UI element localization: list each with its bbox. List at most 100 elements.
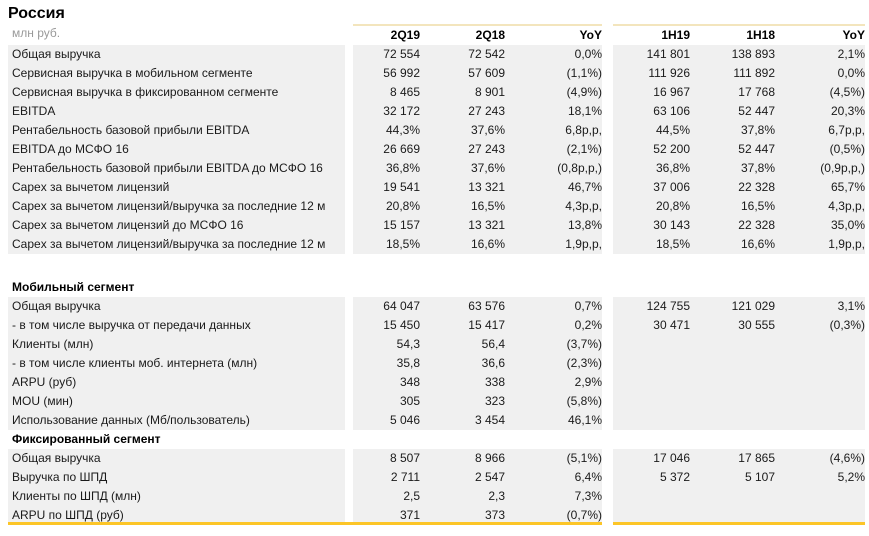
column-header-2q19: 2Q19 — [353, 24, 420, 45]
column-header-2q18: 2Q18 — [420, 24, 505, 45]
cell-value — [353, 430, 420, 449]
cell-value — [420, 278, 505, 297]
cell-value: 16 967 — [613, 83, 690, 102]
group-divider — [602, 430, 613, 449]
cell-value: (2,1%) — [505, 140, 602, 159]
cell-value: 36,8% — [613, 159, 690, 178]
cell-value — [775, 354, 865, 373]
cell-value: 111 892 — [690, 64, 775, 83]
table-header-row: млн руб. 2Q19 2Q18 YoY 1H19 1H18 YoY — [0, 24, 869, 45]
row-label: Capex за вычетом лицензий до МСФО 16 — [8, 216, 345, 235]
row-label: Общая выручка — [8, 449, 345, 468]
cell-value — [613, 278, 690, 297]
left-margin — [0, 373, 8, 392]
cell-value: 37,8% — [690, 159, 775, 178]
column-divider — [345, 64, 353, 83]
left-margin — [0, 216, 8, 235]
row-label: Capex за вычетом лицензий — [8, 178, 345, 197]
group-divider — [602, 487, 613, 506]
cell-value — [775, 506, 865, 525]
cell-value: 16,6% — [420, 235, 505, 254]
cell-value: 8 507 — [353, 449, 420, 468]
group-divider — [602, 159, 613, 178]
cell-value: 323 — [420, 392, 505, 411]
page-title: Россия — [8, 5, 65, 22]
group-divider — [602, 83, 613, 102]
group-divider — [602, 316, 613, 335]
group-divider — [602, 64, 613, 83]
cell-value: 0,7% — [505, 297, 602, 316]
cell-value: 20,8% — [613, 197, 690, 216]
cell-value: 348 — [353, 373, 420, 392]
row-label: Capex за вычетом лицензий/выручка за пос… — [8, 197, 345, 216]
column-divider — [345, 24, 353, 45]
row-label: - в том числе выручка от передачи данных — [8, 316, 345, 335]
cell-value: 13 321 — [420, 216, 505, 235]
cell-value: 27 243 — [420, 102, 505, 121]
cell-value — [690, 278, 775, 297]
cell-value: 19 541 — [353, 178, 420, 197]
cell-value: 6,4% — [505, 468, 602, 487]
cell-value: 30 471 — [613, 316, 690, 335]
cell-value: 6,8p,p, — [505, 121, 602, 140]
section-title: Мобильный сегмент — [12, 280, 135, 294]
cell-value — [613, 411, 690, 430]
table-row: Сервисная выручка в фиксированном сегмен… — [0, 83, 869, 102]
cell-value: 57 609 — [420, 64, 505, 83]
row-label: Сервисная выручка в фиксированном сегмен… — [8, 83, 345, 102]
cell-value: 2,3 — [420, 487, 505, 506]
row-label: EBITDA — [8, 102, 345, 121]
cell-value — [690, 354, 775, 373]
cell-value: 36,8% — [353, 159, 420, 178]
table-row: ARPU (руб) 348 338 2,9% — [0, 373, 869, 392]
group-divider — [602, 297, 613, 316]
cell-value: 6,7p,p, — [775, 121, 865, 140]
cell-value: 44,3% — [353, 121, 420, 140]
cell-value — [690, 392, 775, 411]
group-divider — [602, 24, 613, 45]
cell-value: 4,3p,p, — [775, 197, 865, 216]
cell-value: 18,1% — [505, 102, 602, 121]
cell-value: (4,5%) — [775, 83, 865, 102]
cell-value — [613, 487, 690, 506]
cell-value: (1,1%) — [505, 64, 602, 83]
cell-value — [690, 430, 775, 449]
row-label: ARPU (руб) — [8, 373, 345, 392]
column-header-1h18: 1H18 — [690, 24, 775, 45]
column-divider — [345, 316, 353, 335]
cell-value — [775, 430, 865, 449]
cell-value — [690, 487, 775, 506]
column-divider — [345, 487, 353, 506]
cell-value: 32 172 — [353, 102, 420, 121]
column-header-1h19: 1H19 — [613, 24, 690, 45]
column-divider — [345, 430, 353, 449]
cell-value — [505, 430, 602, 449]
cell-value: 8 966 — [420, 449, 505, 468]
cell-value: 27 243 — [420, 140, 505, 159]
row-label: - в том числе клиенты моб. интернета (мл… — [8, 354, 345, 373]
cell-value: (5,1%) — [505, 449, 602, 468]
left-margin — [0, 83, 8, 102]
cell-value: 5,2% — [775, 468, 865, 487]
section-header-row: Фиксированный сегмент — [0, 430, 869, 449]
cell-value: 138 893 — [690, 45, 775, 64]
cell-value: 54,3 — [353, 335, 420, 354]
table-row: Capex за вычетом лицензий/выручка за пос… — [0, 197, 869, 216]
cell-value: 15 157 — [353, 216, 420, 235]
row-label: MOU (мин) — [8, 392, 345, 411]
left-margin — [0, 159, 8, 178]
left-margin — [0, 297, 8, 316]
left-margin — [0, 354, 8, 373]
column-divider — [345, 235, 353, 254]
cell-value: 20,3% — [775, 102, 865, 121]
cell-value: (5,8%) — [505, 392, 602, 411]
cell-value: (0,5%) — [775, 140, 865, 159]
left-margin — [0, 316, 8, 335]
left-margin — [0, 335, 8, 354]
cell-value: 13 321 — [420, 178, 505, 197]
cell-value: (0,7%) — [505, 506, 602, 525]
cell-value: 15 450 — [353, 316, 420, 335]
cell-value: 141 801 — [613, 45, 690, 64]
cell-value: 373 — [420, 506, 505, 525]
column-divider — [345, 159, 353, 178]
